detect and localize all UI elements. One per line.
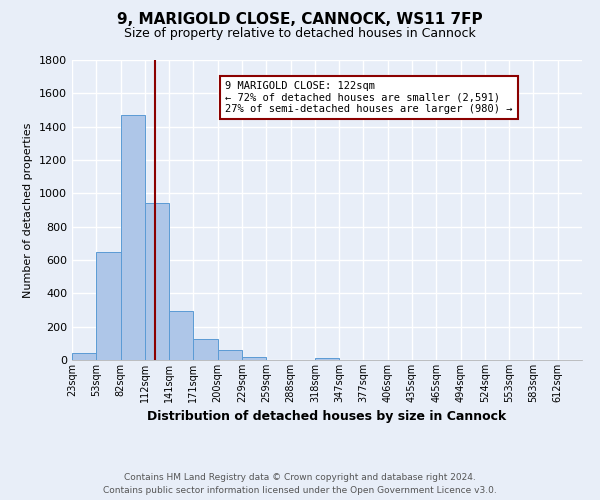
Bar bbox=[121, 115, 145, 360]
Text: Size of property relative to detached houses in Cannock: Size of property relative to detached ho… bbox=[124, 28, 476, 40]
X-axis label: Distribution of detached houses by size in Cannock: Distribution of detached houses by size … bbox=[148, 410, 506, 424]
Bar bbox=[193, 339, 218, 360]
Bar bbox=[218, 350, 242, 360]
Bar bbox=[72, 354, 96, 360]
Bar bbox=[242, 356, 266, 360]
Bar bbox=[315, 358, 339, 360]
Text: 9 MARIGOLD CLOSE: 122sqm
← 72% of detached houses are smaller (2,591)
27% of sem: 9 MARIGOLD CLOSE: 122sqm ← 72% of detach… bbox=[225, 81, 512, 114]
Bar bbox=[169, 311, 193, 360]
Bar bbox=[145, 204, 169, 360]
Text: 9, MARIGOLD CLOSE, CANNOCK, WS11 7FP: 9, MARIGOLD CLOSE, CANNOCK, WS11 7FP bbox=[117, 12, 483, 28]
Text: Contains HM Land Registry data © Crown copyright and database right 2024.: Contains HM Land Registry data © Crown c… bbox=[124, 472, 476, 482]
Y-axis label: Number of detached properties: Number of detached properties bbox=[23, 122, 34, 298]
Bar bbox=[96, 252, 121, 360]
Text: Contains public sector information licensed under the Open Government Licence v3: Contains public sector information licen… bbox=[103, 486, 497, 495]
